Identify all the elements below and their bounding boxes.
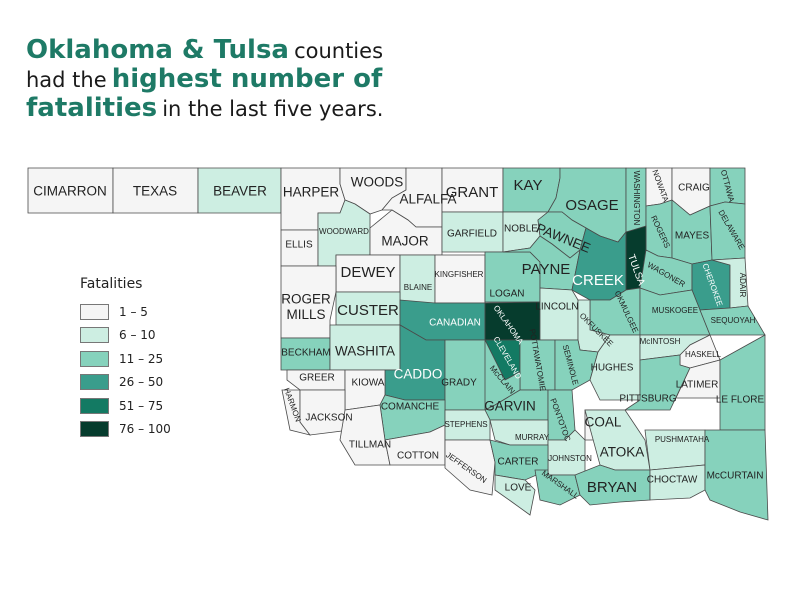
county-label-logan: LOGAN — [489, 289, 524, 300]
county-delaware — [709, 201, 746, 261]
county-label-mayes: MAYES — [675, 231, 710, 242]
legend-swatch — [80, 374, 109, 391]
county-choctaw — [649, 464, 706, 501]
county-label-kiowa: KIOWA — [352, 378, 385, 389]
county-label-love: LOVE — [505, 483, 532, 494]
county-label-caddo: CADDO — [394, 367, 443, 382]
county-label-noble: NOBLE — [504, 224, 538, 235]
legend-swatch — [80, 421, 109, 438]
county-label-pushmataha: PUSHMATAHA — [655, 435, 710, 444]
county-label-carter: CARTER — [498, 457, 539, 468]
headline: Oklahoma & Tulsa counties had the highes… — [26, 35, 406, 124]
legend-label: 6 – 10 — [119, 328, 156, 343]
county-lincoln — [539, 287, 579, 341]
county-label-pittsburg: PITTSBURG — [619, 394, 676, 405]
county-label-creek: CREEK — [572, 272, 624, 289]
legend-item: 76 – 100 — [80, 418, 171, 442]
county-label-lincoln: LINCOLN — [535, 302, 578, 313]
legend-swatch — [80, 350, 109, 367]
legend-swatch — [80, 397, 109, 414]
county-label-mcintosh: McINTOSH — [640, 337, 681, 346]
county-label-harper: HARPER — [283, 185, 340, 200]
county-label-stephens: STEPHENS — [444, 420, 487, 429]
county-label-blaine: BLAINE — [404, 283, 432, 292]
headline-strong-1: Oklahoma & Tulsa — [26, 35, 289, 65]
county-label-dewey: DEWEY — [340, 264, 395, 281]
county-label-sequoyah: SEQUOYAH — [711, 316, 756, 325]
county-label-ellis: ELLIS — [285, 240, 313, 251]
county-label-canadian: CANADIAN — [429, 318, 481, 329]
county-label-beaver: BEAVER — [213, 184, 267, 199]
county-label-woods: WOODS — [351, 175, 404, 190]
county-label-jackson: JACKSON — [305, 413, 352, 424]
county-label-coal: COAL — [585, 415, 622, 430]
county-label-haskell: HASKELL — [685, 350, 722, 359]
county-label-comanche: COMANCHE — [381, 402, 440, 413]
legend-item: 11 – 25 — [80, 347, 171, 371]
county-label-cotton: COTTON — [397, 451, 439, 462]
county-label-woodward: WOODWARD — [319, 227, 369, 236]
legend-label: 26 – 50 — [119, 375, 164, 390]
county-label-greer: GREER — [299, 373, 335, 384]
county-label-washington: WASHINGTON — [632, 171, 641, 226]
county-love — [494, 474, 536, 516]
county-label-latimer: LATIMER — [676, 380, 719, 391]
county-label-atoka: ATOKA — [600, 445, 645, 460]
legend-title: Fatalities — [80, 276, 143, 292]
county-label-muskogee: MUSKOGEE — [652, 306, 698, 315]
county-sequoyah — [699, 305, 766, 336]
legend-item: 6 – 10 — [80, 324, 171, 348]
county-le-flore — [719, 334, 766, 431]
legend-item: 26 – 50 — [80, 371, 171, 395]
legend-item: 51 – 75 — [80, 394, 171, 418]
county-mccurtain — [704, 429, 769, 521]
county-label-mccurtain: McCURTAIN — [707, 471, 764, 482]
legend-item: 1 – 5 — [80, 300, 171, 324]
county-label-tillman: TILLMAN — [349, 440, 391, 451]
headline-text-3: in the last five years. — [162, 97, 384, 122]
county-label-grady: GRADY — [441, 378, 477, 389]
legend-swatch — [80, 303, 109, 320]
county-label-johnston: JOHNSTON — [548, 454, 592, 463]
county-label-adair: ADAIR — [738, 273, 747, 298]
map-legend: Fatalities 1 – 5 6 – 10 11 – 25 26 – 50 51 –… — [80, 276, 171, 441]
legend-label: 1 – 5 — [119, 304, 148, 319]
county-label-hughes: HUGHES — [591, 363, 634, 374]
county-label-alfalfa: ALFALFA — [399, 192, 456, 207]
county-label-grant: GRANT — [446, 184, 499, 201]
county-label-bryan: BRYAN — [587, 479, 637, 496]
legend-label: 11 – 25 — [119, 351, 164, 366]
headline-text-2: had the — [26, 68, 107, 93]
county-label-payne: PAYNE — [522, 261, 571, 278]
county-label-murray: MURRAY — [515, 433, 550, 442]
county-label-major: MAJOR — [381, 234, 429, 249]
county-label-texas: TEXAS — [133, 184, 177, 199]
county-label-choctaw: CHOCTAW — [647, 475, 698, 486]
legend-label: 51 – 75 — [119, 398, 164, 413]
county-label-custer: CUSTER — [337, 302, 399, 319]
county-label-le-flore: LE FLORE — [716, 395, 765, 406]
headline-strong-2: highest number of — [111, 64, 383, 95]
legend-swatch — [80, 327, 109, 344]
county-label-beckham: BECKHAM — [281, 348, 330, 359]
county-label-roger-mills: ROGER MILLS — [281, 291, 331, 322]
county-label-washita: WASHITA — [335, 344, 395, 359]
headline-text-1: counties — [294, 39, 384, 63]
county-label-garfield: GARFIELD — [447, 229, 497, 240]
county-label-craig: CRAIG — [678, 183, 710, 194]
headline-strong-3: fatalities — [26, 93, 158, 124]
county-label-osage: OSAGE — [565, 197, 618, 214]
county-label-cimarron: CIMARRON — [33, 184, 107, 199]
county-label-garvin: GARVIN — [484, 399, 536, 414]
county-label-kay: KAY — [514, 177, 543, 194]
county-kiowa — [344, 369, 386, 411]
legend-label: 76 – 100 — [119, 422, 171, 437]
county-stephens — [444, 409, 491, 441]
county-label-kingfisher: KINGFISHER — [435, 270, 484, 279]
